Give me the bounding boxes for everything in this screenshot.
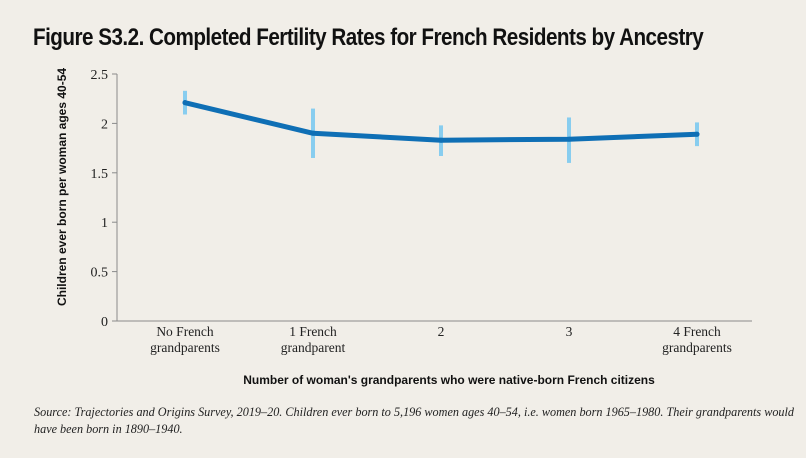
x-tick-label-line: 4 French xyxy=(673,324,721,339)
y-tick-label: 1 xyxy=(101,216,108,231)
x-tick-label-line: grandparents xyxy=(150,340,220,355)
x-axis-label: Number of woman's grandparents who were … xyxy=(243,373,655,387)
y-tick-label: 2.5 xyxy=(91,68,109,83)
data-point xyxy=(566,136,572,142)
y-axis-ticks: 0 0.5 1 1.5 2 2.5 xyxy=(91,68,117,330)
y-tick-label: 0.5 xyxy=(91,266,109,281)
x-tick-label-line: grandparent xyxy=(281,340,346,355)
data-point xyxy=(310,130,316,136)
y-tick-label: 2 xyxy=(101,117,108,132)
y-tick-label: 0 xyxy=(101,315,108,330)
y-tick-label: 1.5 xyxy=(91,167,109,182)
y-axis-label: Children ever born per woman ages 40-54 xyxy=(55,68,69,306)
chart-title: Figure S3.2. Completed Fertility Rates f… xyxy=(33,24,704,51)
axes xyxy=(116,74,752,322)
x-tick-label: 3 xyxy=(566,324,573,339)
data-point xyxy=(694,131,700,137)
x-tick-label: 2 xyxy=(438,324,445,339)
data-point xyxy=(438,137,444,143)
x-tick-label-line: 1 French xyxy=(289,324,337,339)
x-tick-label-line: 2 xyxy=(438,324,445,339)
x-tick-label-line: grandparents xyxy=(662,340,732,355)
x-tick-label-line: 3 xyxy=(566,324,573,339)
x-tick-label-line: No French xyxy=(156,324,214,339)
data-series xyxy=(182,100,700,143)
data-point xyxy=(182,100,188,106)
error-bars xyxy=(183,90,699,163)
source-note: Source: Trajectories and Origins Survey,… xyxy=(34,405,794,436)
